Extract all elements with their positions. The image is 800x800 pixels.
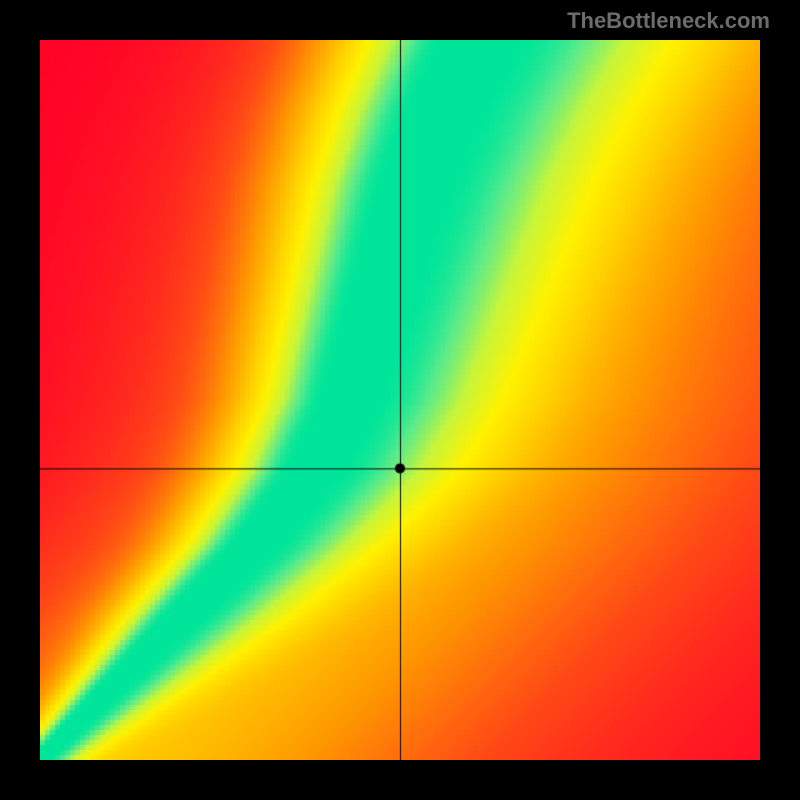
- heatmap-canvas: [40, 40, 760, 760]
- watermark-text: TheBottleneck.com: [567, 8, 770, 34]
- plot-area: [40, 40, 760, 760]
